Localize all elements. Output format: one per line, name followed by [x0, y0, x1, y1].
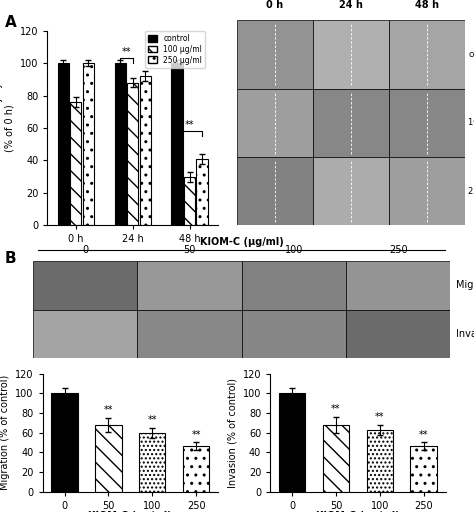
FancyBboxPatch shape — [389, 89, 465, 157]
Text: KIOM-C (μg/ml): KIOM-C (μg/ml) — [200, 237, 283, 247]
Text: A: A — [5, 15, 17, 30]
Bar — [410, 446, 437, 492]
Text: **: ** — [147, 415, 157, 425]
Bar — [51, 393, 78, 492]
Bar — [139, 433, 165, 492]
FancyBboxPatch shape — [389, 157, 465, 225]
Bar — [172, 63, 182, 225]
Text: Migration: Migration — [456, 281, 474, 290]
Text: **: ** — [375, 412, 384, 422]
Bar — [70, 102, 82, 225]
Text: **: ** — [331, 404, 341, 414]
FancyBboxPatch shape — [33, 310, 137, 358]
Bar — [184, 177, 195, 225]
Text: **: ** — [185, 120, 194, 131]
Y-axis label: Relative width of injury line
(% of 0 h): Relative width of injury line (% of 0 h) — [0, 61, 14, 195]
Text: Invasion: Invasion — [456, 329, 474, 339]
Bar — [95, 425, 121, 492]
Text: **: ** — [419, 430, 428, 439]
FancyBboxPatch shape — [313, 157, 389, 225]
Bar — [279, 393, 305, 492]
FancyBboxPatch shape — [346, 310, 450, 358]
Text: 100: 100 — [285, 245, 303, 255]
Bar — [115, 63, 126, 225]
FancyBboxPatch shape — [389, 20, 465, 89]
Y-axis label: Migration (% of control): Migration (% of control) — [0, 375, 9, 490]
Bar — [127, 82, 138, 225]
FancyBboxPatch shape — [237, 157, 313, 225]
Y-axis label: Invasion (% of control): Invasion (% of control) — [227, 378, 237, 487]
FancyBboxPatch shape — [33, 261, 137, 310]
Text: 100 μg/ml: 100 μg/ml — [468, 118, 474, 127]
Bar — [197, 159, 208, 225]
Text: 50: 50 — [183, 245, 196, 255]
Text: KIOM-C (μg/ml): KIOM-C (μg/ml) — [316, 511, 400, 512]
Text: 250: 250 — [389, 245, 408, 255]
FancyBboxPatch shape — [242, 261, 346, 310]
Text: 24 h: 24 h — [339, 0, 363, 10]
Text: 48 h: 48 h — [415, 0, 438, 10]
Bar — [58, 63, 69, 225]
Text: control: control — [468, 50, 474, 59]
Bar — [367, 430, 393, 492]
Text: **: ** — [104, 405, 113, 415]
Text: 0: 0 — [82, 245, 88, 255]
FancyBboxPatch shape — [242, 310, 346, 358]
FancyBboxPatch shape — [237, 20, 313, 89]
Legend: control, 100 μg/ml, 250 μg/ml: control, 100 μg/ml, 250 μg/ml — [145, 31, 205, 68]
Bar — [140, 76, 151, 225]
FancyBboxPatch shape — [346, 261, 450, 310]
Bar — [83, 63, 94, 225]
FancyBboxPatch shape — [237, 89, 313, 157]
FancyBboxPatch shape — [137, 261, 242, 310]
Text: **: ** — [191, 430, 201, 439]
Text: 250 μg/ml: 250 μg/ml — [468, 187, 474, 196]
Text: B: B — [5, 251, 17, 266]
Bar — [323, 425, 349, 492]
Text: KIOM-C (μg/ml): KIOM-C (μg/ml) — [89, 511, 172, 512]
FancyBboxPatch shape — [137, 310, 242, 358]
Bar — [183, 446, 210, 492]
Text: **: ** — [122, 48, 131, 57]
FancyBboxPatch shape — [313, 20, 389, 89]
FancyBboxPatch shape — [313, 89, 389, 157]
Text: 0 h: 0 h — [266, 0, 283, 10]
